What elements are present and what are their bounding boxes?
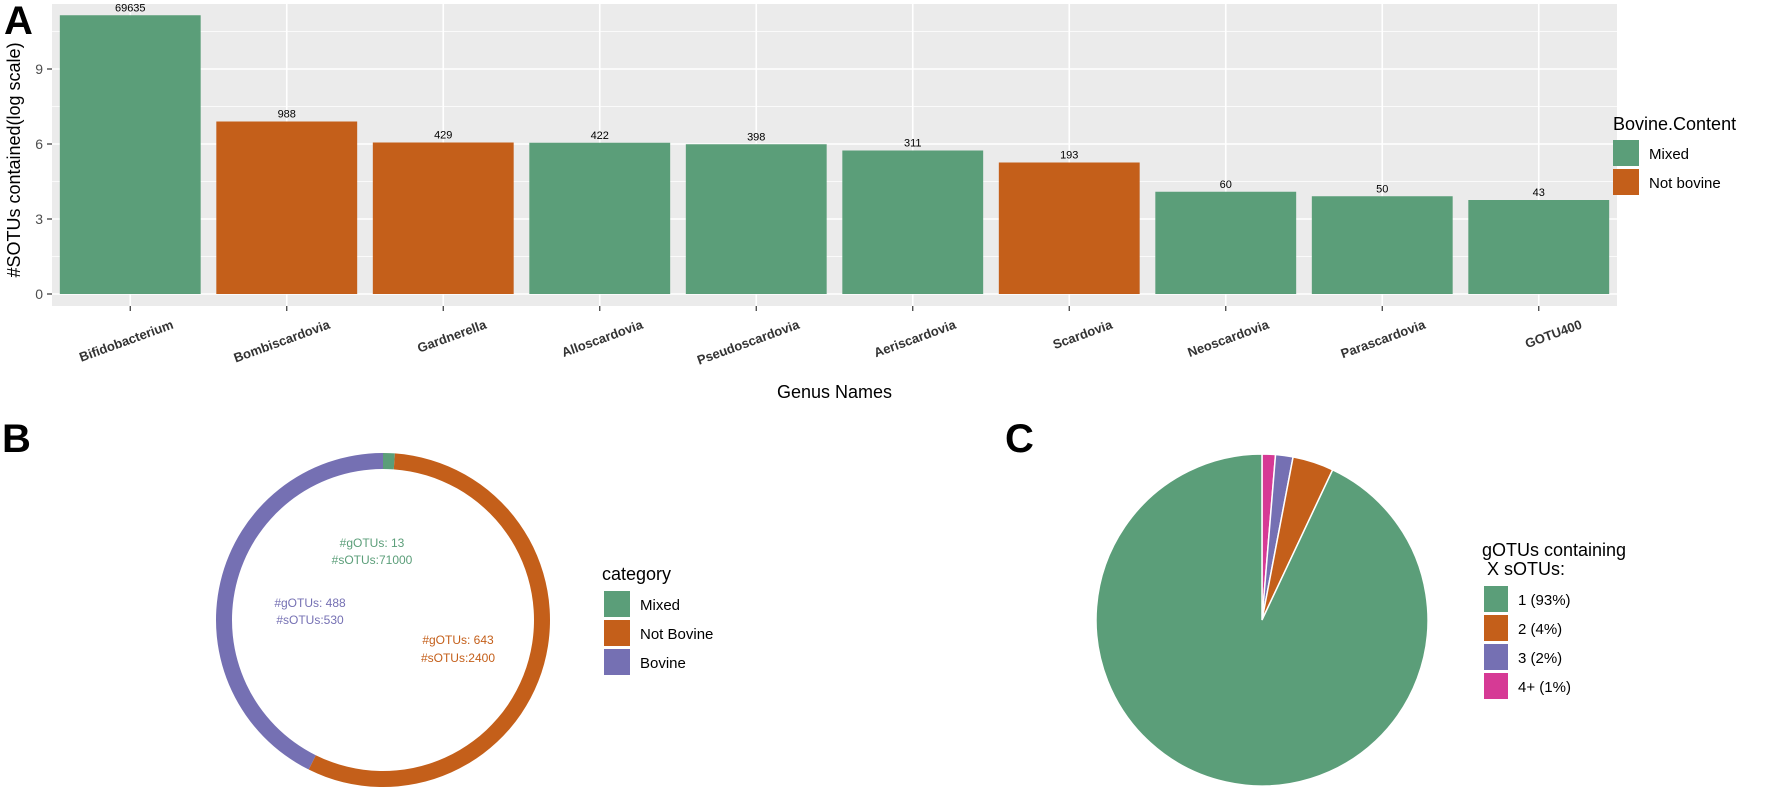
bar-count-label: 43	[1533, 187, 1545, 199]
donut-legend: category Mixed Not Bovine Bovine	[602, 564, 713, 675]
panel-label-b: B	[2, 417, 31, 461]
mixed-gotus-label: #gOTUs: 13	[340, 536, 405, 550]
y-axis-ticks: 0 3 6 9	[35, 61, 52, 302]
bar-count-label: 988	[278, 109, 296, 121]
x-tick-label: Parascardovia	[1339, 316, 1428, 361]
legend-label-2: 2 (4%)	[1518, 621, 1562, 638]
x-tick-label: Gardnerella	[415, 316, 489, 355]
x-tick-label: GOTU400	[1523, 317, 1584, 351]
x-axis-title: Genus Names	[777, 382, 892, 402]
x-tick-label: Alloscardovia	[560, 316, 646, 360]
bar-alloscardovia	[529, 142, 671, 294]
legend-label-mixed: Mixed	[640, 597, 680, 614]
donut-labels: #gOTUs: 13 #sOTUs:71000 #gOTUs: 488 #sOT…	[274, 536, 495, 665]
bar-bifidobacterium	[59, 15, 201, 294]
y-tick-label: 3	[35, 211, 43, 227]
donut-slice-not-bovine	[308, 453, 551, 787]
pie-legend-title-line2: X sOTUs:	[1482, 559, 1565, 579]
bar-parascardovia	[1311, 196, 1453, 294]
not-bovine-gotus-label: #gOTUs: 643	[422, 633, 494, 647]
donut-slices	[215, 453, 551, 787]
pie-slices	[1095, 453, 1429, 787]
legend-label-not-bovine: Not bovine	[1649, 175, 1721, 192]
donut-slice-bovine	[215, 453, 383, 770]
legend-label-1: 1 (93%)	[1518, 592, 1571, 609]
y-axis-title: #SOTUs contained(log scale)	[4, 42, 24, 277]
pie-legend-title-line1: gOTUs containing	[1482, 540, 1626, 560]
legend-label-3: 3 (2%)	[1518, 650, 1562, 667]
x-tick-label: Neoscardovia	[1186, 316, 1272, 360]
x-tick-label: Scardovia	[1051, 316, 1115, 352]
legend-label-mixed: Mixed	[1649, 146, 1689, 163]
bar-count-label: 398	[747, 131, 765, 143]
legend-swatch-mixed	[1613, 140, 1639, 166]
bovine-sotus-label: #sOTUs:530	[276, 613, 344, 627]
pie-slice-1	[1095, 453, 1429, 787]
bar-count-label: 429	[434, 130, 452, 142]
legend-swatch-not-bovine	[604, 620, 630, 646]
x-tick-label: Bifidobacterium	[77, 317, 175, 365]
legend-swatch-2	[1484, 615, 1508, 641]
category-legend-title: category	[602, 564, 671, 584]
legend-swatch-4plus	[1484, 673, 1508, 699]
legend-label-bovine: Bovine	[640, 655, 686, 672]
x-axis-ticks: Bifidobacterium Bombiscardovia Gardnerella…	[77, 306, 1584, 368]
panel-label-c: C	[1005, 417, 1034, 461]
y-tick-label: 9	[35, 61, 43, 77]
bar-scardovia	[998, 162, 1140, 294]
bar-gardnerella	[372, 142, 514, 294]
bar-neoscardovia	[1155, 191, 1297, 294]
bar-count-label: 422	[591, 130, 609, 142]
panel-label-a: A	[4, 0, 33, 43]
donut-slice-mixed	[383, 453, 395, 470]
bars: 69635 988 429 422 398 311 193 60 50 43	[59, 2, 1610, 294]
y-tick-label: 6	[35, 136, 43, 152]
bar-count-label: 50	[1376, 183, 1388, 195]
bar-count-label: 60	[1220, 179, 1232, 191]
bovine-gotus-label: #gOTUs: 488	[274, 596, 346, 610]
bar-count-label: 193	[1060, 150, 1078, 162]
legend-swatch-1	[1484, 586, 1508, 612]
bar-legend: Bovine.Content Mixed Not bovine	[1613, 114, 1736, 195]
legend-swatch-not-bovine	[1613, 169, 1639, 195]
x-tick-label: Aeriscardovia	[872, 316, 959, 360]
legend-label-not-bovine: Not Bovine	[640, 626, 713, 643]
mixed-sotus-label: #sOTUs:71000	[332, 553, 413, 567]
pie-legend: gOTUs containing X sOTUs: 1 (93%) 2 (4%)…	[1482, 540, 1626, 699]
legend-label-4plus: 4+ (1%)	[1518, 679, 1571, 696]
pie-chart: gOTUs containing X sOTUs: 1 (93%) 2 (4%)…	[1095, 453, 1626, 787]
not-bovine-sotus-label: #sOTUs:2400	[421, 651, 495, 665]
bar-gotu400	[1468, 200, 1610, 294]
bar-pseudoscardovia	[685, 144, 827, 294]
legend-swatch-bovine	[604, 649, 630, 675]
y-tick-label: 0	[35, 286, 43, 302]
legend-swatch-mixed	[604, 591, 630, 617]
bar-count-label: 69635	[115, 2, 146, 14]
legend-swatch-3	[1484, 644, 1508, 670]
donut-chart: #gOTUs: 13 #sOTUs:71000 #gOTUs: 488 #sOT…	[215, 453, 713, 787]
bar-chart: 69635 988 429 422 398 311 193 60 50 43 0 3 6 9 Bifid…	[4, 2, 1736, 402]
bar-aeriscardovia	[842, 150, 984, 294]
bar-bombiscardovia	[216, 121, 358, 294]
x-tick-label: Bombiscardovia	[232, 316, 333, 365]
bar-count-label: 311	[904, 138, 922, 150]
legend-title: Bovine.Content	[1613, 114, 1736, 134]
x-tick-label: Pseudoscardovia	[695, 316, 802, 367]
